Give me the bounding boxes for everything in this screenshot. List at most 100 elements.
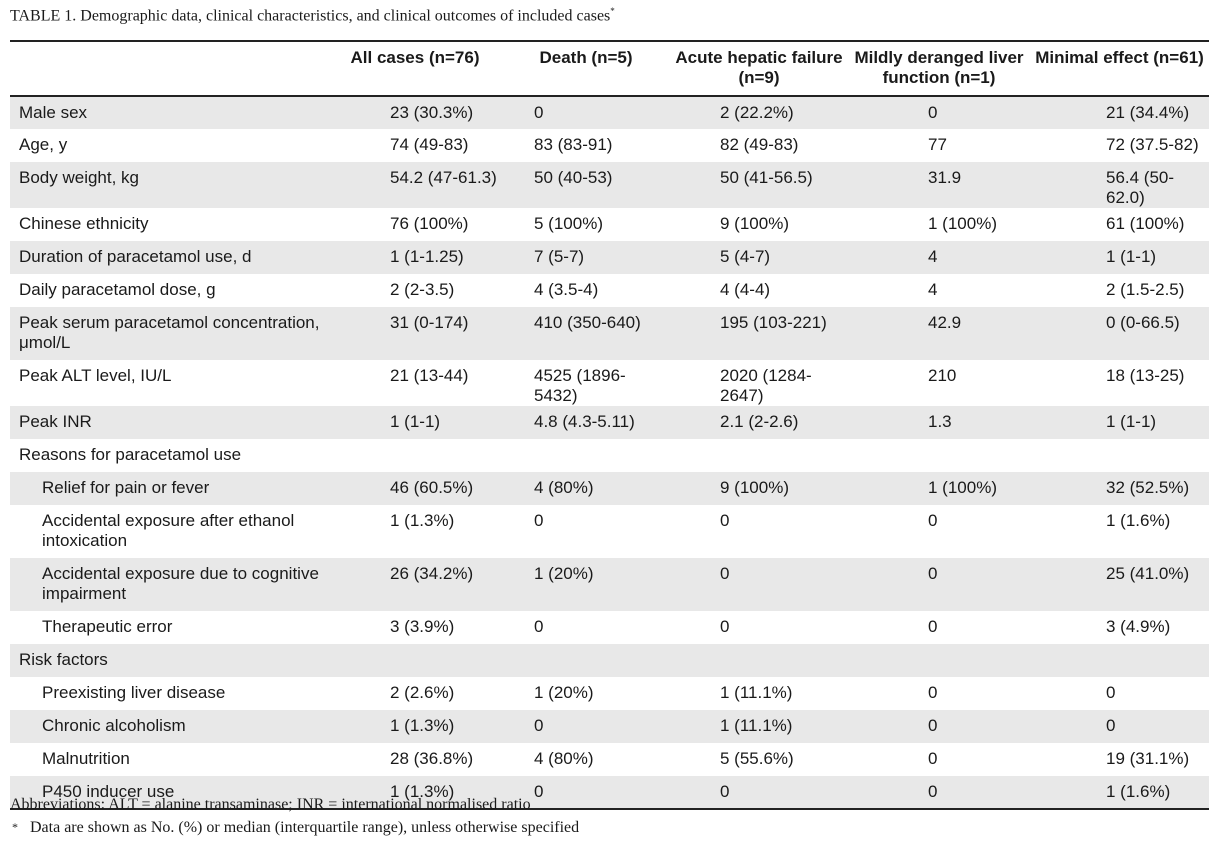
cell-all-cases: 21 (13-44)	[390, 366, 469, 385]
table-row: Preexisting liver disease 2 (2.6%) 1 (20…	[10, 677, 1209, 710]
table-row: Malnutrition 28 (36.8%) 4 (80%) 5 (55.6%…	[10, 743, 1209, 776]
row-label: Accidental exposure due to cognitive imp…	[42, 564, 319, 603]
cell-all-cases: 28 (36.8%)	[390, 749, 474, 768]
cell-minimal-effect: 2 (1.5-2.5)	[1106, 280, 1185, 299]
cell-death: 5 (100%)	[534, 214, 603, 233]
cell-death	[502, 439, 670, 472]
cell-all-cases: 26 (34.2%)	[390, 564, 474, 583]
table-caption-text: TABLE 1. Demographic data, clinical char…	[10, 7, 611, 25]
cell-minimal-effect: 1 (1.6%)	[1030, 776, 1209, 810]
cell-mildly-deranged: 0	[928, 716, 938, 735]
cell-mildly-deranged: 0	[928, 749, 938, 768]
cell-mildly-deranged	[848, 644, 1030, 677]
cell-death: 410 (350-640)	[534, 313, 641, 332]
cell-death: 0	[534, 103, 544, 122]
row-label: Accidental exposure after ethanol intoxi…	[42, 511, 295, 550]
cell-all-cases	[328, 439, 502, 472]
cell-acute-hepatic-failure: 0	[720, 511, 730, 530]
cell-minimal-effect: 18 (13-25)	[1106, 366, 1185, 385]
table-section-row: Reasons for paracetamol use	[10, 439, 1209, 472]
cell-mildly-deranged: 42.9	[928, 313, 962, 332]
cell-acute-hepatic-failure	[670, 439, 848, 472]
cell-acute-hepatic-failure: 0	[720, 564, 730, 583]
cell-minimal-effect: 1 (1-1)	[1106, 412, 1157, 431]
cell-minimal-effect: 32 (52.5%)	[1106, 478, 1190, 497]
cell-all-cases: 2 (2.6%)	[390, 683, 455, 702]
header-acute-hepatic-failure: Acute hepatic failure (n=9)	[670, 43, 848, 97]
cell-death	[502, 644, 670, 677]
row-label: Chinese ethnicity	[19, 214, 149, 233]
cell-minimal-effect	[1030, 644, 1209, 677]
header-all-cases: All cases (n=76)	[328, 43, 502, 97]
row-label: Preexisting liver disease	[42, 683, 226, 702]
cell-minimal-effect: 21 (34.4%)	[1106, 103, 1190, 122]
cell-acute-hepatic-failure: 0	[670, 776, 848, 810]
cell-all-cases: 1 (1-1)	[390, 412, 441, 431]
cell-mildly-deranged: 1 (100%)	[928, 214, 997, 233]
table-top-rule	[10, 40, 1209, 42]
cell-minimal-effect: 3 (4.9%)	[1106, 617, 1171, 636]
cell-death: 4525 (1896-5432)	[534, 366, 626, 405]
table-row: Accidental exposure after ethanol intoxi…	[10, 505, 1209, 558]
cell-all-cases: 46 (60.5%)	[390, 478, 474, 497]
abbreviations-note: Abbreviations: ALT = alanine transaminas…	[10, 796, 531, 813]
section-label-reasons: Reasons for paracetamol use	[19, 445, 242, 464]
cell-acute-hepatic-failure: 2 (22.2%)	[720, 103, 794, 122]
table-row: Chronic alcoholism 1 (1.3%) 0 1 (11.1%) …	[10, 710, 1209, 743]
demographics-table: All cases (n=76) Death (n=5) Acute hepat…	[10, 43, 1209, 810]
cell-mildly-deranged: 0	[928, 564, 938, 583]
cell-mildly-deranged: 210	[928, 366, 957, 385]
table-row: Accidental exposure due to cognitive imp…	[10, 558, 1209, 611]
header-row-label	[10, 43, 328, 97]
cell-mildly-deranged: 4	[928, 280, 938, 299]
data-format-note-text: Data are shown as No. (%) or median (int…	[30, 819, 580, 836]
cell-all-cases: 76 (100%)	[390, 214, 469, 233]
cell-acute-hepatic-failure: 2.1 (2-2.6)	[720, 412, 799, 431]
cell-all-cases: 1 (1.3%)	[390, 716, 455, 735]
section-label-risk-factors: Risk factors	[19, 650, 108, 669]
cell-acute-hepatic-failure: 4 (4-4)	[720, 280, 771, 299]
table-row: Body weight, kg 54.2 (47-61.3) 50 (40-53…	[10, 162, 1209, 208]
cell-minimal-effect: 19 (31.1%)	[1106, 749, 1190, 768]
cell-minimal-effect: 1 (1.6%)	[1106, 511, 1171, 530]
cell-mildly-deranged	[848, 439, 1030, 472]
cell-minimal-effect: 25 (41.0%)	[1106, 564, 1190, 583]
cell-acute-hepatic-failure: 9 (100%)	[720, 214, 789, 233]
cell-death: 4 (80%)	[534, 749, 594, 768]
table-row: Therapeutic error 3 (3.9%) 0 0 0 3 (4.9%…	[10, 611, 1209, 644]
cell-acute-hepatic-failure: 50 (41-56.5)	[720, 168, 813, 187]
cell-all-cases: 31 (0-174)	[390, 313, 469, 332]
header-death: Death (n=5)	[502, 43, 670, 97]
cell-death: 0	[502, 776, 670, 810]
cell-death: 0	[534, 511, 544, 530]
cell-all-cases: 2 (2-3.5)	[390, 280, 455, 299]
cell-acute-hepatic-failure: 5 (4-7)	[720, 247, 771, 266]
table-footnotes: Abbreviations: ALT = alanine transaminas…	[10, 793, 579, 839]
cell-all-cases: 54.2 (47-61.3)	[390, 168, 497, 187]
cell-mildly-deranged: 77	[928, 135, 947, 154]
cell-death: 50 (40-53)	[534, 168, 613, 187]
row-label: Chronic alcoholism	[42, 716, 186, 735]
cell-mildly-deranged: 0	[928, 511, 938, 530]
cell-death: 83 (83-91)	[534, 135, 613, 154]
cell-all-cases: 23 (30.3%)	[390, 103, 474, 122]
cell-mildly-deranged: 1 (100%)	[928, 478, 997, 497]
caption-footnote-marker: *	[610, 6, 615, 16]
cell-minimal-effect: 72 (37.5-82)	[1106, 135, 1199, 154]
header-minimal-effect: Minimal effect (n=61)	[1030, 43, 1209, 97]
cell-acute-hepatic-failure	[670, 644, 848, 677]
cell-acute-hepatic-failure: 1 (11.1%)	[720, 683, 793, 702]
table-row: Age, y 74 (49-83) 83 (83-91) 82 (49-83) …	[10, 129, 1209, 162]
cell-acute-hepatic-failure: 9 (100%)	[720, 478, 789, 497]
cell-acute-hepatic-failure: 82 (49-83)	[720, 135, 799, 154]
table-row: Peak ALT level, IU/L 21 (13-44) 4525 (18…	[10, 360, 1209, 406]
cell-mildly-deranged: 4	[928, 247, 938, 266]
table-row: Chinese ethnicity 76 (100%) 5 (100%) 9 (…	[10, 208, 1209, 241]
cell-mildly-deranged: 0	[928, 103, 938, 122]
table-row: Daily paracetamol dose, g 2 (2-3.5) 4 (3…	[10, 274, 1209, 307]
row-label: Male sex	[19, 103, 88, 122]
cell-death: 4 (3.5-4)	[534, 280, 599, 299]
cell-all-cases: 1 (1.3%)	[390, 511, 455, 530]
cell-death: 4.8 (4.3-5.11)	[534, 412, 635, 431]
row-label: Peak INR	[19, 412, 92, 431]
